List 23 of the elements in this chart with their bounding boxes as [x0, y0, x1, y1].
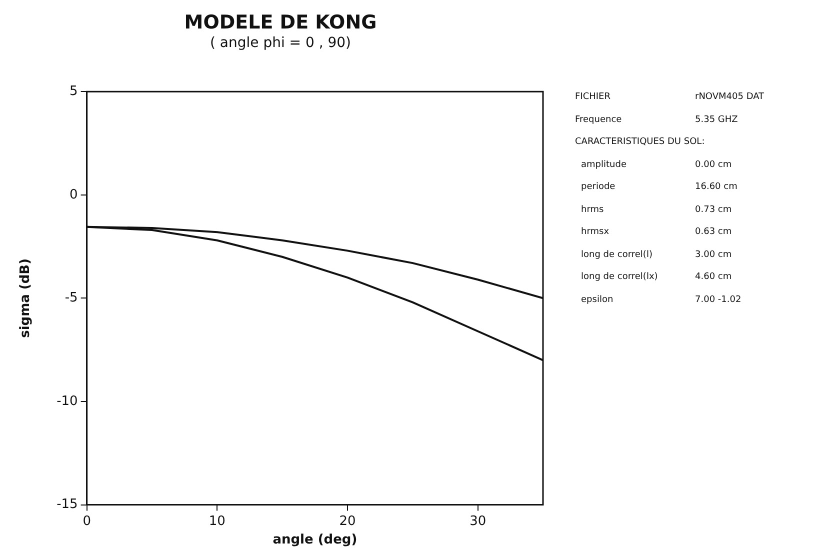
- chart-title: MODELE DE KONG: [184, 11, 377, 34]
- text: FICHIER rNOVM405 DAT: [575, 92, 764, 102]
- text: hrms 0.73 cm: [581, 204, 732, 215]
- x-tick-label: 10: [208, 514, 226, 529]
- text: amplitude 0.00 cm: [581, 160, 732, 170]
- y-tick-label: -15: [56, 497, 78, 512]
- x-axis-title: angle (deg): [272, 532, 358, 548]
- text: hrmsx 0.63 cm: [581, 227, 732, 238]
- y-tick-label: 0: [70, 187, 78, 202]
- y-axis-title: sigma (dB): [18, 258, 34, 338]
- x-tick-label: 0: [82, 514, 91, 529]
- text: long de correl(lx) 4.60 cm: [581, 272, 732, 282]
- text: Frequence 5.35 GHZ: [575, 114, 738, 125]
- text: epsilon 7.00 -1.02: [581, 294, 742, 305]
- text: long de correl(l) 3.00 cm: [581, 250, 732, 260]
- chart-subtitle: ( angle phi = 0 , 90): [210, 34, 352, 51]
- y-tick-label: -10: [56, 394, 78, 409]
- y-tick-label: -5: [64, 290, 78, 306]
- x-tick-label: 20: [339, 514, 356, 529]
- x-tick-label: 30: [470, 514, 486, 529]
- text: CARACTERISTIQUES DU SOL:: [575, 137, 705, 148]
- y-tick-label: 5: [70, 84, 78, 99]
- text: periode 16.60 cm: [581, 182, 738, 192]
